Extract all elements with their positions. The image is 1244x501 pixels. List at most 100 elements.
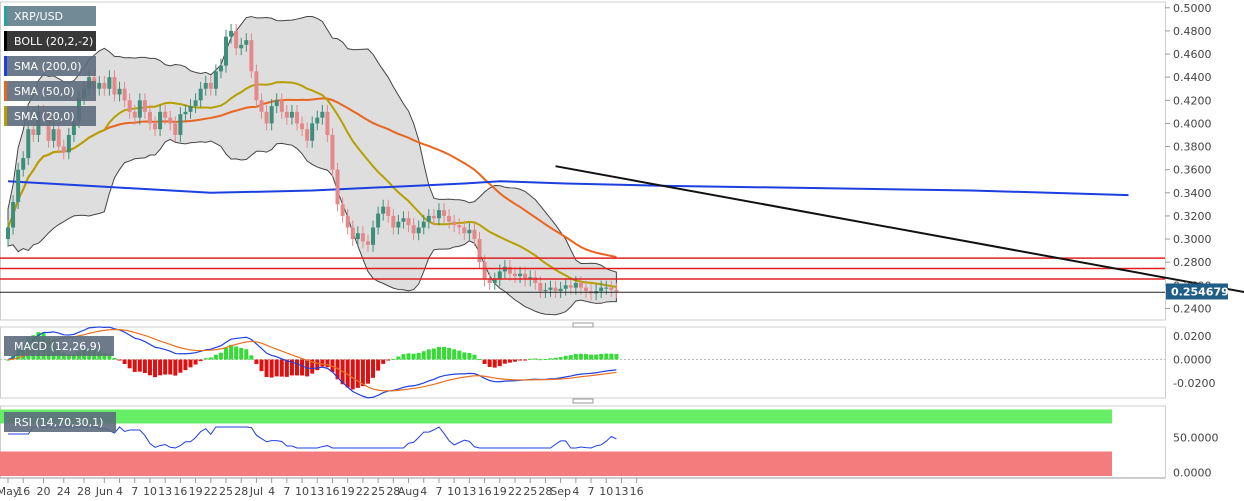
- candle-body: [142, 100, 147, 112]
- candle-body: [381, 206, 386, 214]
- sma50-line: [7, 97, 617, 258]
- macd-histogram-bar: [183, 359, 188, 371]
- rsi-overbought-zone: [0, 409, 1112, 424]
- candle-body: [436, 210, 441, 219]
- candle-body: [218, 65, 223, 72]
- macd-histogram-bar: [477, 359, 482, 361]
- panel-splitter-handle: [572, 398, 594, 404]
- candle-body: [153, 123, 158, 130]
- macd-histogram-bar: [350, 359, 355, 390]
- candle-body: [599, 287, 604, 292]
- x-tick-label: 10: [295, 485, 309, 498]
- candle-body: [71, 121, 76, 135]
- candle-body: [284, 111, 289, 118]
- macd-histogram-bar: [578, 353, 583, 360]
- indicator-label-box: [4, 6, 96, 26]
- candle-body: [411, 225, 416, 234]
- macd-histogram-bar: [203, 358, 208, 360]
- macd-histogram-bar: [102, 353, 107, 360]
- macd-histogram-bar: [523, 359, 528, 361]
- candle-body: [391, 215, 396, 228]
- price-tick-label: 0.3200: [1173, 210, 1212, 223]
- candle-body: [543, 289, 548, 292]
- candle-body: [583, 287, 588, 292]
- macd-histogram-bar: [315, 359, 320, 371]
- macd-histogram-bar: [153, 359, 158, 378]
- macd-histogram-bar: [396, 356, 401, 360]
- candle-body: [396, 221, 401, 228]
- candle-body: [487, 279, 492, 283]
- macd-histogram-bar: [335, 359, 340, 380]
- macd-histogram-bar: [142, 359, 147, 373]
- candle-body: [340, 204, 345, 216]
- macd-histogram-bar: [594, 354, 599, 360]
- macd-histogram-bar: [218, 352, 223, 360]
- macd-histogram-bar: [112, 357, 117, 360]
- x-tick-label: 28: [386, 485, 400, 498]
- indicator-color-swatch: [4, 81, 7, 101]
- macd-histogram-bar: [426, 349, 431, 360]
- macd-histogram-bar: [497, 359, 502, 367]
- candle-body: [147, 111, 152, 124]
- x-tick-label: 28: [77, 485, 91, 498]
- x-tick-label: 16: [478, 485, 492, 498]
- candle-body: [112, 77, 117, 95]
- x-tick-label: 10: [447, 485, 461, 498]
- candle-body: [158, 111, 163, 130]
- price-tick-label: 0.4200: [1173, 94, 1212, 107]
- macd-histogram-bar: [457, 350, 462, 360]
- macd-histogram-bar: [234, 346, 239, 360]
- candle-body: [254, 71, 259, 101]
- macd-histogram-bar: [538, 359, 543, 361]
- price-tick-label: 0.3000: [1173, 233, 1212, 246]
- candle-body: [482, 262, 487, 280]
- macd-histogram-bar: [381, 359, 386, 364]
- candle-body: [416, 227, 421, 234]
- macd-histogram-bar: [472, 354, 477, 360]
- candle-body: [300, 123, 305, 130]
- candle-body: [467, 229, 472, 234]
- macd-histogram-bar: [452, 349, 457, 360]
- candle-body: [320, 111, 325, 118]
- price-tick-label: 0.2800: [1173, 256, 1212, 269]
- candle-body: [315, 117, 320, 124]
- x-tick-label: 13: [614, 485, 628, 498]
- x-tick-label: 20: [36, 485, 50, 498]
- candle-body: [533, 277, 538, 283]
- macd-histogram-bar: [513, 359, 517, 362]
- candle-body: [578, 282, 583, 288]
- candle-body: [6, 227, 10, 240]
- macd-histogram-bar: [391, 358, 396, 360]
- indicator-color-swatch: [4, 6, 7, 26]
- candle-body: [497, 271, 502, 280]
- candle-body: [259, 100, 264, 112]
- indicator-label-sma200: SMA (200,0): [14, 60, 82, 73]
- macd-histogram-bar: [259, 359, 264, 372]
- candle-body: [264, 111, 269, 124]
- price-tick-label: 0.3800: [1173, 141, 1212, 154]
- candle-body: [371, 227, 376, 245]
- macd-signal-line: [7, 328, 617, 392]
- candle-body: [386, 206, 391, 216]
- rsi-label-box: [4, 412, 116, 432]
- price-tick-label: 0.5000: [1173, 2, 1212, 15]
- macd-label-box: [4, 336, 114, 356]
- macd-histogram-bar: [507, 359, 512, 363]
- candle-body: [330, 134, 335, 170]
- macd-histogram-bar: [406, 353, 411, 360]
- candle-body: [188, 106, 193, 112]
- macd-histogram-bar: [193, 359, 198, 365]
- candle-body: [234, 30, 239, 49]
- x-tick-label: 19: [341, 485, 355, 498]
- candle-body: [56, 129, 61, 147]
- price-tick-label: 0.3400: [1173, 187, 1212, 200]
- x-tick-label: 28: [538, 485, 552, 498]
- candle-body: [97, 82, 102, 89]
- macd-histogram-bar: [320, 359, 325, 367]
- macd-histogram-bar: [249, 355, 254, 360]
- candle-body: [609, 287, 614, 290]
- candle-body: [310, 123, 315, 141]
- indicator-color-swatch: [4, 31, 7, 51]
- macd-histogram-bar: [573, 353, 578, 360]
